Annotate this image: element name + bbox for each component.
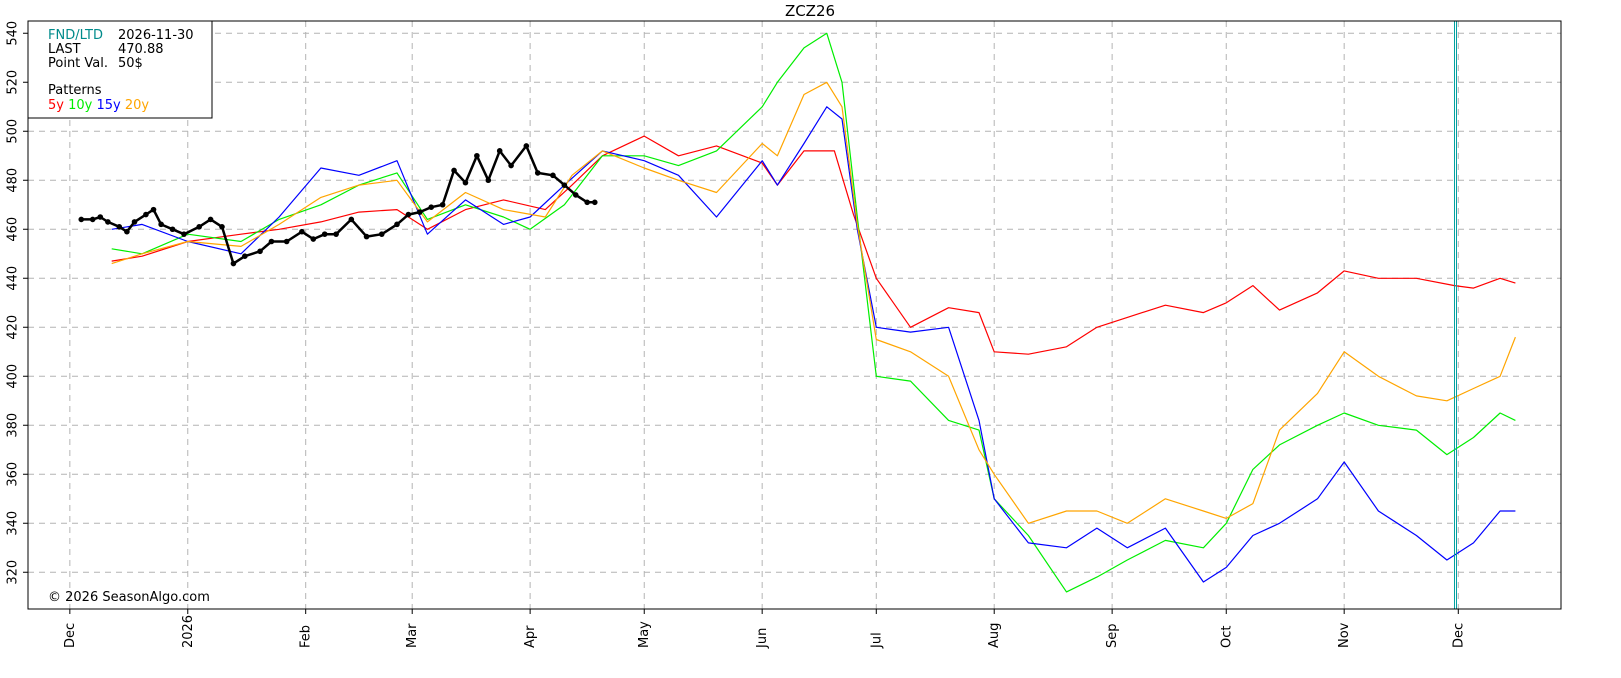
data-point	[394, 221, 400, 228]
data-point	[89, 216, 96, 223]
copyright-text: © 2026 SeasonAlgo.com	[48, 590, 210, 605]
series-line-15y	[111, 106, 1516, 583]
data-point	[196, 224, 202, 230]
data-point	[405, 211, 412, 218]
data-point	[321, 231, 328, 237]
x-tick-label: Apr	[523, 625, 538, 648]
data-point	[462, 179, 469, 186]
data-point	[439, 201, 446, 208]
patterns-label: Patterns	[48, 83, 102, 98]
data-point	[78, 216, 85, 223]
grid-layer	[23, 21, 1561, 614]
y-tick-label: 440	[6, 266, 21, 291]
x-tick-label: Mar	[405, 623, 420, 648]
data-point	[242, 253, 248, 259]
data-point	[169, 226, 176, 233]
series-line-5y	[111, 135, 1516, 355]
data-point	[572, 192, 579, 198]
y-tick-label: 400	[6, 364, 21, 389]
data-point	[363, 233, 370, 240]
data-point	[348, 216, 355, 223]
series-line-current	[81, 144, 595, 265]
fnd-value: 2026-11-30	[118, 28, 194, 43]
y-tick-label: 420	[6, 315, 21, 340]
data-point	[378, 231, 385, 237]
last-value: 470.88	[118, 42, 164, 57]
legend-5y: 5y	[48, 98, 64, 113]
data-point	[523, 143, 530, 149]
data-point	[124, 228, 130, 235]
patterns-legend: 5y 10y 15y 20y	[48, 98, 149, 113]
data-point	[310, 236, 317, 242]
data-point	[143, 211, 149, 218]
data-point	[508, 162, 514, 169]
data-point	[591, 199, 598, 206]
data-point	[181, 231, 187, 237]
x-tick-label: 2026	[181, 615, 196, 648]
x-tick-label: Feb	[299, 625, 314, 648]
data-point	[474, 152, 480, 159]
data-point	[283, 238, 290, 245]
data-point	[257, 248, 263, 255]
y-tick-label: 520	[6, 70, 21, 95]
x-tick-label: May	[637, 621, 652, 648]
y-tick-label: 460	[6, 217, 21, 242]
x-tick-label: Dec	[1451, 623, 1466, 648]
series-layer	[78, 32, 1516, 593]
data-point	[158, 221, 164, 228]
x-tick-label: Aug	[987, 623, 1002, 648]
data-point	[485, 177, 492, 184]
data-point	[299, 228, 305, 235]
data-point	[116, 224, 123, 230]
point-value: 50$	[118, 56, 143, 71]
info-box: FND/LTD 2026-11-30 LAST 470.88 Point Val…	[27, 20, 213, 119]
data-point	[131, 219, 138, 225]
data-point	[496, 148, 503, 154]
data-point	[584, 199, 590, 206]
y-tick-label: 320	[6, 560, 21, 585]
y-tick-label: 380	[6, 413, 21, 438]
legend-20y: 20y	[125, 98, 150, 113]
series-line-10y	[111, 32, 1516, 593]
last-label: LAST	[48, 42, 81, 57]
point-value-label: Point Val.	[48, 56, 108, 71]
tick-layer: 320 340 360 380 400 420 440 460 480 500 520 540 Dec 2…	[6, 21, 1467, 649]
y-tick-label: 340	[6, 511, 21, 536]
data-point	[417, 209, 423, 215]
data-point	[230, 260, 237, 267]
data-point	[207, 216, 214, 223]
data-point	[451, 167, 457, 174]
y-tick-label: 540	[6, 21, 21, 46]
info-box-frame	[27, 20, 213, 119]
y-tick-label: 500	[6, 119, 21, 144]
data-point	[97, 214, 104, 220]
x-tick-label: Oct	[1219, 626, 1234, 648]
chart-title: ZCZ26	[785, 2, 835, 20]
legend-15y: 15y	[97, 98, 122, 113]
legend-10y: 10y	[68, 98, 93, 113]
series-line-20y	[111, 81, 1516, 524]
data-point	[428, 204, 435, 210]
y-tick-label: 480	[6, 168, 21, 193]
data-point	[561, 182, 568, 188]
data-point	[550, 172, 556, 179]
x-tick-label: Nov	[1337, 622, 1352, 648]
x-tick-label: Sep	[1105, 623, 1120, 648]
data-point	[150, 206, 157, 213]
data-point	[105, 219, 111, 225]
data-point	[333, 231, 339, 237]
data-point	[219, 224, 225, 230]
y-tick-label: 360	[6, 462, 21, 487]
fnd-label: FND/LTD	[48, 28, 103, 43]
data-point	[268, 238, 275, 245]
x-tick-label: Jun	[755, 628, 770, 649]
x-tick-label: Dec	[63, 623, 78, 648]
data-point	[534, 170, 541, 176]
plot-frame	[27, 20, 1562, 610]
x-tick-label: Jul	[869, 632, 884, 649]
